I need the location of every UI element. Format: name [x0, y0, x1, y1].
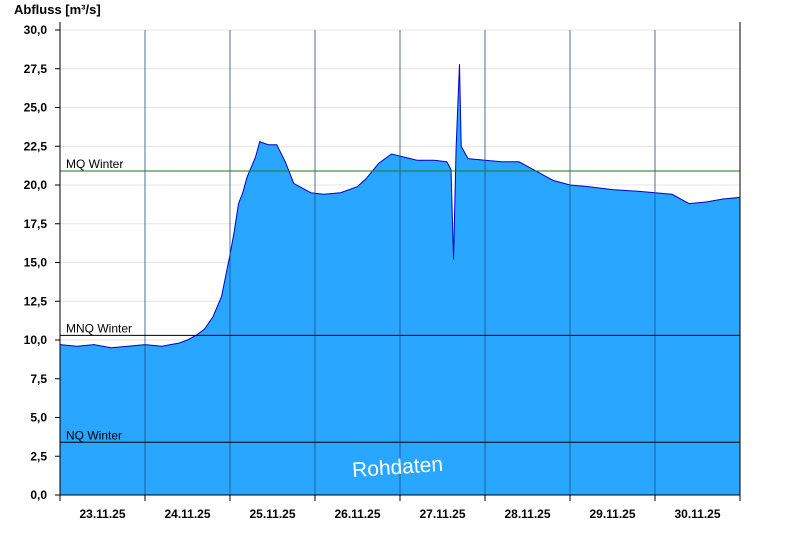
y-tick-label-11: 27,5 [24, 62, 48, 76]
x-tick-label-5: 28.11.25 [504, 507, 550, 521]
y-tick-label-1: 2,5 [30, 449, 47, 463]
y-tick-label-9: 22,5 [24, 139, 48, 153]
y-axis-title: Abfluss [m³/s] [14, 2, 101, 17]
ref-label-1: MNQ Winter [66, 321, 132, 335]
y-tick-label-10: 25,0 [24, 101, 48, 115]
y-tick-label-4: 10,0 [24, 333, 48, 347]
series-line-0 [59, 64, 741, 349]
x-tick-label-4: 27.11.25 [419, 507, 465, 521]
x-tick-label-7: 30.11.25 [674, 507, 720, 521]
x-tick-label-2: 25.11.25 [249, 507, 295, 521]
x-tick-label-0: 23.11.25 [79, 507, 125, 521]
y-tick-label-6: 15,0 [24, 256, 48, 270]
day-divider-lines [144, 30, 656, 495]
x-tick-label-3: 26.11.25 [334, 507, 380, 521]
x-tick-label-1: 24.11.25 [164, 507, 210, 521]
y-tick-label-2: 5,0 [30, 411, 47, 425]
y-tick-labels: 0,0 2,5 5,0 7,5 10,0 12,5 15,0 17,5 20,0 22,5 25,0… [24, 23, 60, 502]
y-tick-label-5: 12,5 [24, 294, 48, 308]
y-tick-label-3: 7,5 [30, 372, 47, 386]
x-tick-label-6: 29.11.25 [589, 507, 635, 521]
ref-label-2: NQ Winter [66, 428, 122, 442]
y-tick-label-0: 0,0 [30, 488, 47, 502]
x-tick-labels: 23.11.25 24.11.25 25.11.25 26.11.25 27.11.25… [59, 495, 741, 521]
y-tick-label-7: 17,5 [24, 217, 48, 231]
ref-label-0: MQ Winter [66, 157, 123, 171]
y-tick-label-12: 30,0 [24, 23, 48, 37]
reference-lines: MQ Winter MNQ Winter NQ Winter [60, 157, 740, 443]
y-tick-label-8: 20,0 [24, 178, 48, 192]
